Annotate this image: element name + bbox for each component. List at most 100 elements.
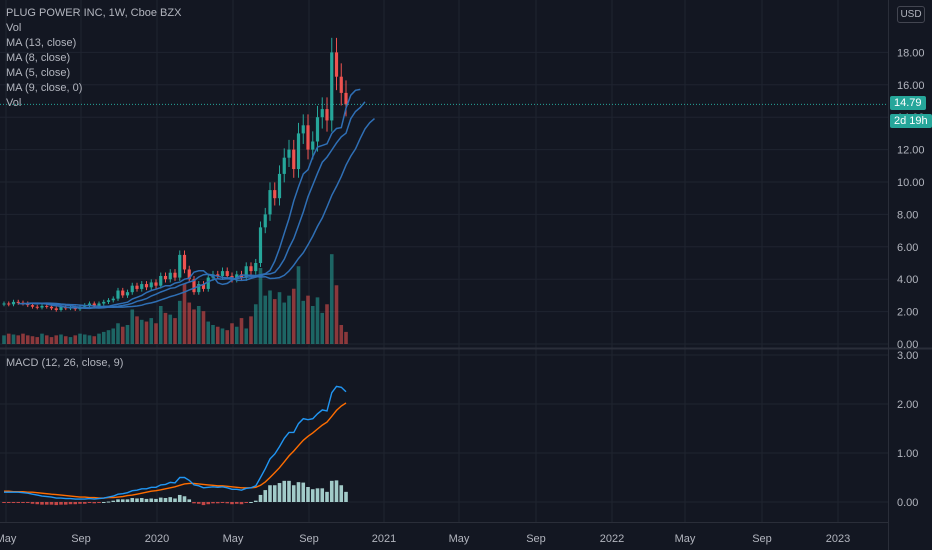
candle-body (49, 306, 54, 309)
candle-body (249, 266, 253, 272)
volume-bar (120, 326, 125, 344)
volume-bar (106, 330, 111, 344)
candle-body (121, 290, 125, 296)
last-price-badge: 14.79 (890, 96, 926, 110)
macd-histogram-bar (220, 502, 225, 503)
macd-legend[interactable]: MACD (12, 26, close, 9) (6, 357, 124, 369)
legend-ma-9[interactable]: MA (9, close, 0) (6, 82, 83, 94)
volume-bar (163, 312, 168, 344)
y-tick-label: 2.00 (897, 399, 918, 411)
legend-ma-13[interactable]: MA (13, close) (6, 37, 77, 49)
volume-bar (111, 328, 116, 344)
y-tick-label: 0.00 (897, 339, 918, 351)
y-tick-label: 16.00 (897, 80, 925, 92)
volume-bar (225, 330, 230, 344)
volume-bar (329, 254, 334, 344)
macd-histogram-bar (35, 502, 40, 505)
candle-body (130, 285, 134, 293)
macd-histogram-bar (287, 480, 291, 502)
candle-body (125, 292, 130, 296)
legend-ma-5[interactable]: MA (5, close) (6, 67, 71, 79)
signal-line (4, 402, 347, 499)
macd-histogram-bar (130, 498, 135, 502)
volume-bar (25, 335, 30, 344)
legend-ma-8[interactable]: MA (8, close) (6, 52, 71, 64)
macd-histogram-bar (125, 499, 130, 502)
x-tick-label: Sep (526, 533, 546, 545)
candle-body (73, 307, 77, 310)
candle-body (135, 285, 139, 289)
candle-body (282, 157, 286, 174)
candle-body (197, 284, 201, 293)
legend-vol[interactable]: Vol (6, 22, 22, 34)
currency-button[interactable]: USD (897, 6, 925, 23)
candle-body (30, 305, 35, 307)
volume-bar (230, 323, 234, 344)
macd-histogram-bar (144, 498, 149, 502)
candle-body (268, 190, 272, 215)
volume-bar (244, 328, 249, 344)
candle-body (116, 290, 120, 299)
volume-bar (196, 306, 201, 344)
volume-bar (168, 314, 173, 344)
candle-body (296, 133, 301, 170)
candle-body (192, 279, 196, 293)
candle-body (35, 306, 39, 308)
candle-body (220, 271, 225, 276)
volume-bar (306, 295, 310, 344)
candle-body (315, 117, 320, 142)
candle-body (92, 303, 96, 307)
volume-bar (11, 334, 16, 344)
macd-histogram-bar (334, 480, 339, 502)
volume-bar (239, 318, 244, 344)
candle-body (201, 284, 206, 289)
macd-histogram-bar (206, 502, 211, 505)
macd-histogram-bar (97, 502, 101, 503)
volume-bar (187, 302, 192, 344)
moving-average-line (18, 88, 361, 310)
legend-vol-2[interactable]: Vol (6, 97, 22, 109)
candle-body (40, 305, 44, 308)
volume-bar (97, 333, 101, 344)
macd-histogram-bar (25, 502, 30, 503)
macd-histogram-bar (268, 485, 272, 502)
macd-histogram-bar (139, 498, 144, 502)
macd-histogram-bar (249, 502, 253, 503)
volume-bar (192, 309, 196, 344)
volume-bar (173, 318, 177, 344)
y-tick-label: 12.00 (897, 145, 925, 157)
volume-bar (268, 290, 272, 344)
volume-bar (263, 295, 268, 344)
macd-histogram-bar (11, 502, 16, 503)
volume-bar (30, 336, 35, 344)
macd-histogram-bar (344, 491, 348, 502)
macd-histogram-bar (101, 502, 106, 503)
candle-body (311, 141, 315, 150)
candle-body (277, 173, 282, 199)
candle-body (59, 306, 63, 310)
candle-body (320, 109, 324, 118)
volume-bar (135, 316, 139, 344)
candle-body (111, 298, 115, 301)
chart-legend: PLUG POWER INC, 1W, Cboe BZX Vol MA (13,… (6, 6, 181, 111)
macd-histogram-bar (59, 502, 63, 505)
x-tick-label: 2021 (372, 533, 396, 545)
macd-histogram-bar (63, 502, 68, 505)
macd-histogram-bar (277, 483, 282, 502)
candle-body (163, 275, 168, 280)
volume-bar (315, 297, 320, 344)
y-tick-label: 18.00 (897, 47, 925, 59)
candle-body (344, 92, 348, 105)
volume-bar (68, 337, 73, 344)
volume-bar (301, 300, 306, 344)
x-tick-label: Sep (299, 533, 319, 545)
candle-body (168, 272, 172, 280)
macd-histogram-bar (73, 502, 78, 505)
candle-body (173, 272, 177, 278)
y-tick-label: 3.00 (897, 350, 918, 362)
candle-body (235, 274, 239, 280)
macd-histogram-bar (30, 502, 35, 504)
symbol-title[interactable]: PLUG POWER INC, 1W, Cboe BZX (6, 7, 182, 19)
candle-body (140, 284, 144, 289)
